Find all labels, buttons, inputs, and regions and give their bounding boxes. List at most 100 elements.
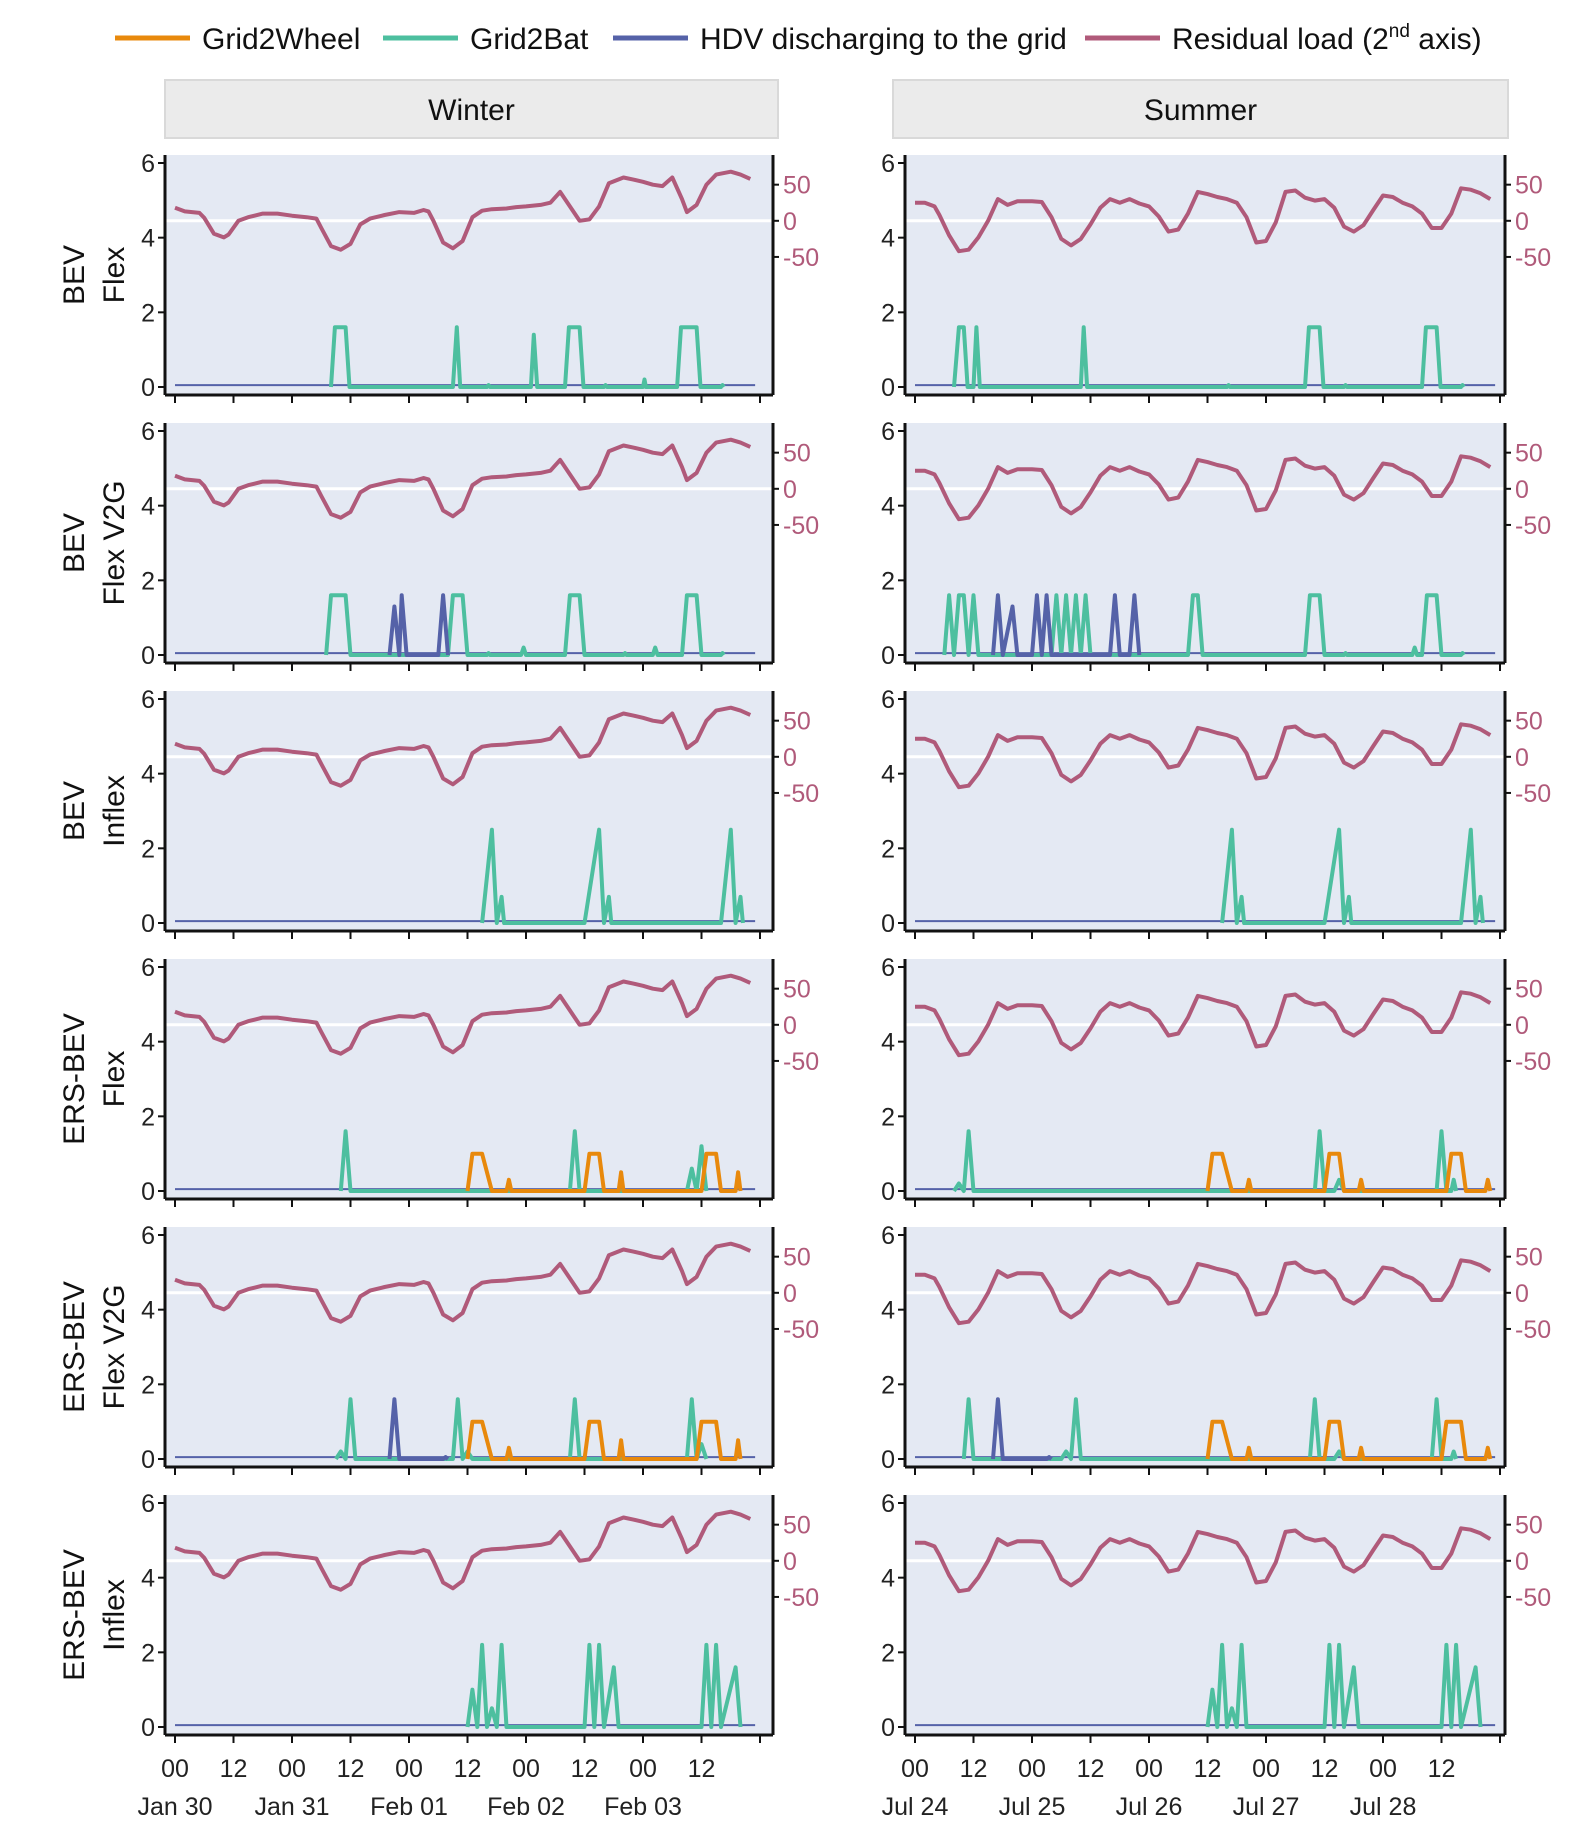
panel-bev_flex-winter-ytick-label-3: 6: [141, 150, 155, 178]
panel-bev_flex_v2g-winter-rtick-label-1: 0: [783, 476, 797, 504]
panel-ers_flex-winter-series-g2w: [465, 1151, 743, 1193]
panel-bev_inflex-winter-series-g2b: [480, 827, 745, 925]
panel-ers_flex-summer-rtick-label-2: -50: [1515, 1048, 1551, 1076]
panel-ers_inflex-summer-ytick-label-0: 0: [881, 1714, 895, 1742]
panel-ers_flex-summer-ytick-label-2: 4: [881, 1029, 895, 1057]
panel-bev_flex-summer-ytick-label-1: 2: [881, 299, 895, 327]
panel-ers_flex_v2g-summer-ytick-label-0: 0: [881, 1446, 895, 1474]
panel-ers_flex-winter-series-res: [174, 973, 752, 1056]
panel-bev_inflex-summer-rtick-label-0: 50: [1515, 708, 1543, 736]
panel-ers_flex_v2g-winter-rtick-label-1: 0: [783, 1280, 797, 1308]
panel-bev_inflex-summer-ytick-label-3: 6: [881, 686, 895, 714]
panel-bev_inflex-summer-rtick-label-2: -50: [1515, 780, 1551, 808]
panel-ers_flex_v2g-winter-rtick-label-0: 50: [783, 1244, 811, 1272]
panel-bev_flex_v2g-winter-ytick-label-3: 6: [141, 418, 155, 446]
panel-ers_flex_v2g-winter-ytick-label-0: 0: [141, 1446, 155, 1474]
panel-ers_inflex-winter-background: [165, 1495, 773, 1735]
xtick-label-winter-4: 00: [395, 1755, 423, 1783]
panel-bev_flex-winter-rtick-label-1: 0: [783, 208, 797, 236]
panel-bev_flex_v2g-summer-series-g2b: [942, 593, 1466, 657]
row-label-group-ers_inflex: ERS-BEV Inflex: [58, 1549, 131, 1681]
day-label-winter-3: Feb 02: [487, 1793, 565, 1821]
panel-bev_flex-winter-series-g2b: [329, 325, 726, 389]
panel-ers_flex_v2g-winter-series-res: [174, 1241, 752, 1324]
panel-ers_inflex-winter-rtick-label-1: 0: [783, 1548, 797, 1576]
day-label-summer-2: Jul 26: [1116, 1793, 1183, 1821]
row-label-group-bev_flex_v2g: BEV Flex V2G: [58, 480, 131, 605]
panel-ers_flex_v2g-summer-series-g2w: [1205, 1419, 1493, 1461]
xtick-label-summer-9: 12: [1428, 1755, 1456, 1783]
row-label-bev_flex-line2: Flex: [98, 247, 131, 304]
panel-bev_inflex-winter-rtick-label-0: 50: [783, 708, 811, 736]
panel-bev_flex_v2g-winter: 0 2 4 6 50 0 -50: [141, 418, 819, 671]
panel-bev_inflex-summer-series-res: [915, 722, 1492, 790]
panel-bev_flex_v2g-summer-ytick-label-3: 6: [881, 418, 895, 446]
panel-bev_flex_v2g-summer-rtick-label-0: 50: [1515, 440, 1543, 468]
row-label-bev_flex_v2g-line1: BEV: [58, 513, 91, 573]
panel-bev_flex-winter-rtick-label-2: -50: [783, 244, 819, 272]
row-label-ers_flex_v2g-line1: ERS-BEV: [58, 1281, 91, 1413]
panel-ers_flex-summer-rtick-label-0: 50: [1515, 976, 1543, 1004]
panel-ers_inflex-summer-rtick-label-0: 50: [1515, 1512, 1543, 1540]
row-label-ers_inflex-line2: Inflex: [98, 1579, 131, 1651]
panel-bev_flex-summer-ytick-label-2: 4: [881, 225, 895, 253]
panel-ers_flex_v2g-winter-rtick-label-2: -50: [783, 1316, 819, 1344]
panel-bev_flex-summer-rtick-label-1: 0: [1515, 208, 1529, 236]
xtick-label-summer-6: 00: [1252, 1755, 1280, 1783]
panel-bev_flex-winter-ytick-label-0: 0: [141, 374, 155, 402]
panel-ers_flex-winter-background: [165, 959, 773, 1199]
panel-bev_flex_v2g-winter-ytick-label-0: 0: [141, 642, 155, 670]
panel-bev_flex-summer: 0 2 4 6 50 0 -50: [881, 150, 1551, 403]
panel-bev_inflex-summer-background: [905, 691, 1505, 931]
panel-ers_flex-winter-ytick-label-2: 4: [141, 1029, 155, 1057]
legend-label-g2b: Grid2Bat: [470, 23, 589, 56]
row-label-group-ers_flex_v2g: ERS-BEV Flex V2G: [58, 1281, 131, 1413]
strip-title-winter: Winter: [428, 94, 515, 127]
panel-ers_inflex-winter-ytick-label-2: 4: [141, 1565, 155, 1593]
row-label-ers_flex_v2g-line2: Flex V2G: [98, 1284, 131, 1409]
xtick-label-winter-2: 00: [278, 1755, 306, 1783]
panel-ers_flex_v2g-summer: 0 2 4 6 50 0 -50: [881, 1222, 1551, 1475]
panel-ers_inflex-summer-ytick-label-2: 4: [881, 1565, 895, 1593]
xtick-label-summer-0: 00: [901, 1755, 929, 1783]
row-label-bev_inflex-line1: BEV: [58, 781, 91, 841]
panel-bev_inflex-winter-rtick-label-1: 0: [783, 744, 797, 772]
day-label-winter-2: Feb 01: [370, 1793, 448, 1821]
panel-bev_flex_v2g-summer-rtick-label-2: -50: [1515, 512, 1551, 540]
panel-bev_flex-winter-ytick-label-1: 2: [141, 299, 155, 327]
xtick-label-summer-8: 00: [1369, 1755, 1397, 1783]
panel-bev_flex_v2g-summer-rtick-label-1: 0: [1515, 476, 1529, 504]
row-label-group-ers_flex: ERS-BEV Flex: [58, 1013, 131, 1145]
panel-bev_inflex-summer-ytick-label-0: 0: [881, 910, 895, 938]
panel-bev_flex-summer-ytick-label-0: 0: [881, 374, 895, 402]
panel-ers_inflex-winter-series-g2b: [465, 1642, 743, 1729]
day-label-summer-4: Jul 28: [1350, 1793, 1417, 1821]
panel-bev_inflex-winter-series-res: [174, 705, 752, 788]
panel-ers_flex-winter-rtick-label-1: 0: [783, 1012, 797, 1040]
legend-label-res: Residual load (2nd axis): [1172, 21, 1482, 56]
panel-ers_inflex-summer-background: [905, 1495, 1505, 1735]
panel-ers_flex-winter-ytick-label-1: 2: [141, 1103, 155, 1131]
panel-bev_flex-summer-rtick-label-2: -50: [1515, 244, 1551, 272]
panel-bev_flex_v2g-winter-background: [165, 423, 773, 663]
strip-summer: [892, 79, 1509, 139]
panel-ers_flex-summer-ytick-label-3: 6: [881, 954, 895, 982]
panel-bev_flex-summer-ytick-label-3: 6: [881, 150, 895, 178]
panel-ers_inflex-summer-ytick-label-3: 6: [881, 1490, 895, 1518]
panel-bev_inflex-winter-ytick-label-3: 6: [141, 686, 155, 714]
panel-bev_inflex-summer-ytick-label-1: 2: [881, 835, 895, 863]
xtick-label-summer-1: 12: [960, 1755, 988, 1783]
panel-ers_inflex-winter-ytick-label-3: 6: [141, 1490, 155, 1518]
day-label-winter-0: Jan 30: [137, 1793, 212, 1821]
panel-ers_flex-summer-background: [905, 959, 1505, 1199]
panel-ers_flex_v2g-winter: 0 2 4 6 50 0 -50: [141, 1222, 819, 1475]
panel-ers_flex_v2g-summer-series-g2b: [961, 1397, 1459, 1461]
xtick-label-summer-7: 12: [1311, 1755, 1339, 1783]
panel-ers_inflex-winter: 0 2 4 6 50 0 -50: [141, 1490, 819, 1743]
panel-ers_flex_v2g-summer-ytick-label-2: 4: [881, 1297, 895, 1325]
panel-ers_flex_v2g-summer-series-res: [915, 1258, 1492, 1326]
legend-label-g2w: Grid2Wheel: [202, 23, 360, 56]
panel-bev_flex_v2g-summer-ytick-label-2: 4: [881, 493, 895, 521]
panel-bev_flex_v2g-winter-series-v2g: [387, 593, 450, 657]
